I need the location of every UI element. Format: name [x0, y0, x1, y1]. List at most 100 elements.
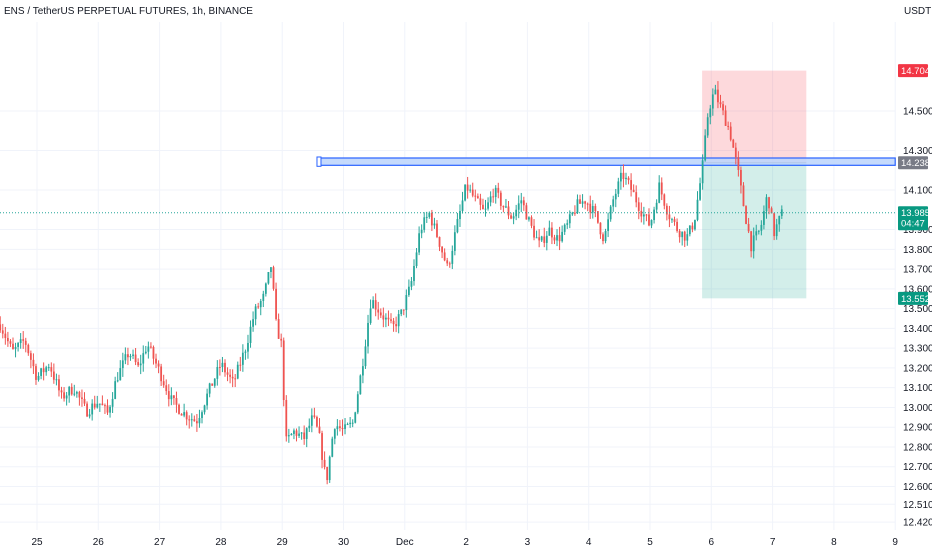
candle-body [58, 379, 60, 391]
candle-body [742, 185, 745, 207]
candle-body [198, 417, 201, 424]
candle-body [267, 271, 270, 284]
candle-body [770, 208, 773, 214]
y-tick-label: 14.100 [903, 186, 932, 197]
x-tick-label: 8 [831, 537, 837, 548]
candle-body [290, 433, 293, 436]
y-tick-label: 13.600 [903, 284, 932, 295]
candle-body [635, 192, 638, 203]
candle-body [221, 362, 224, 368]
last-price-tag-countdown: 04:47 [901, 219, 925, 230]
candle-body [517, 203, 520, 210]
candle-body [9, 341, 12, 344]
x-tick-label: 28 [215, 537, 227, 548]
candle-body [492, 196, 495, 198]
candle-body [568, 214, 571, 224]
candle-body [487, 202, 489, 209]
x-tick-label: 6 [709, 537, 715, 548]
candle-body [681, 231, 684, 238]
candle-body [275, 288, 277, 320]
candle-body [453, 232, 456, 251]
candle-body [119, 368, 122, 381]
candle-body [579, 199, 581, 204]
candle-body [116, 380, 119, 382]
price-axis[interactable]: 12.420 12.510 12.600 12.700 12.800 12.900 13.0… [903, 106, 932, 528]
candle-body [395, 324, 398, 327]
candle-body [354, 412, 357, 423]
candle-body [694, 219, 696, 230]
candle-body [599, 222, 602, 235]
candle-body [167, 391, 170, 400]
candle-body [114, 381, 117, 399]
candle-body [195, 421, 198, 424]
x-tick-label: 4 [586, 537, 592, 548]
candle-body [436, 223, 438, 237]
candle-body [489, 196, 492, 203]
candle-body [686, 234, 689, 241]
candle-body [178, 404, 180, 414]
candle-body [648, 214, 650, 226]
candle-body [456, 219, 459, 233]
candle-body [346, 424, 349, 426]
candle-body [183, 412, 186, 416]
candle-body [4, 333, 7, 338]
candle-body [512, 216, 515, 219]
candle-body [384, 317, 387, 320]
candle-body [530, 217, 533, 226]
candle-body [231, 376, 234, 379]
y-tick-label: 14.500 [903, 106, 932, 117]
stop-loss-area [702, 70, 807, 163]
candle-body [423, 217, 426, 230]
candle-body [203, 405, 206, 413]
candle-body [525, 205, 528, 220]
candle-body [208, 383, 211, 394]
candle-body [241, 352, 244, 365]
candle-body [300, 432, 303, 434]
candle-body [413, 265, 415, 282]
candle-body [12, 343, 14, 350]
candle-body [663, 194, 666, 206]
candle-body [476, 196, 479, 199]
candle-body [637, 202, 640, 211]
candle-body [612, 199, 615, 207]
candle-body [650, 220, 653, 226]
candle-body [418, 233, 421, 253]
candle-body [671, 219, 673, 221]
candle-body [201, 412, 203, 418]
resistance-zone[interactable] [316, 156, 896, 167]
candle-body [124, 354, 127, 361]
candle-body [52, 371, 55, 380]
x-tick-label: Dec [396, 537, 414, 548]
candle-body [660, 182, 663, 195]
candle-body [272, 267, 275, 289]
time-axis[interactable]: 25 26 27 28 29 30 Dec 2 3 4 5 6 7 8 9 [31, 537, 898, 548]
x-tick-label: 2 [463, 537, 469, 548]
candle-body [461, 200, 464, 211]
candle-body [655, 202, 658, 210]
candle-body [137, 362, 140, 366]
candle-body [303, 432, 306, 439]
candle-body [27, 344, 30, 354]
chart-grid [0, 22, 896, 530]
candle-body [109, 406, 111, 413]
candle-body [188, 419, 191, 421]
y-tick-label: 13.700 [903, 265, 932, 276]
candle-body [175, 398, 178, 405]
candle-body [211, 383, 214, 386]
candle-body [262, 293, 265, 301]
candle-body [602, 234, 604, 242]
candle-body [441, 246, 443, 253]
candle-body [540, 236, 543, 241]
candle-body [70, 386, 73, 395]
resistance-zone-box [318, 157, 896, 166]
candle-body [121, 360, 124, 369]
candle-body [494, 187, 497, 197]
candle-body [86, 403, 88, 417]
long-position-tool[interactable] [702, 70, 807, 299]
candle-body [561, 231, 564, 242]
candle-body [142, 353, 145, 364]
candle-body [78, 392, 81, 398]
candle-body [226, 372, 229, 375]
candle-body [763, 211, 765, 225]
